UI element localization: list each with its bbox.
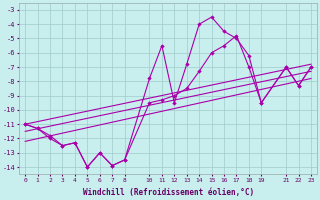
X-axis label: Windchill (Refroidissement éolien,°C): Windchill (Refroidissement éolien,°C) [83, 188, 254, 197]
